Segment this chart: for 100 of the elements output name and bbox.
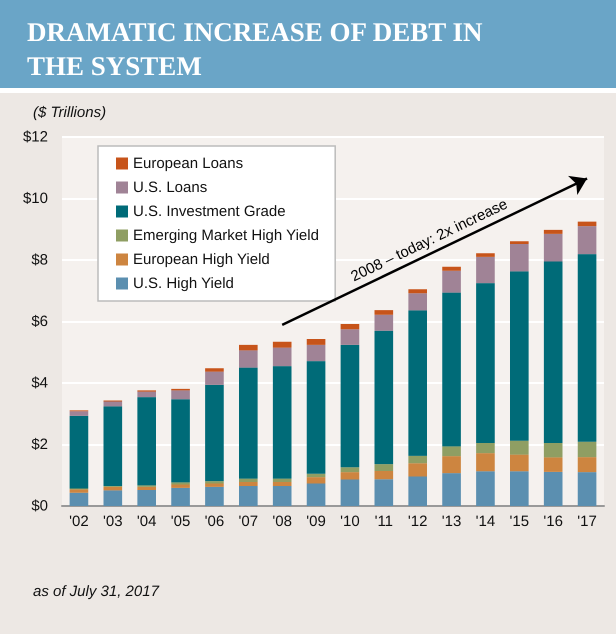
bar xyxy=(442,473,461,506)
bar xyxy=(272,482,292,486)
bar xyxy=(544,457,563,472)
y-tick-label: $6 xyxy=(31,313,48,330)
bar xyxy=(103,490,122,506)
bar xyxy=(476,471,495,506)
bar xyxy=(171,390,190,400)
bar xyxy=(340,344,360,468)
bar xyxy=(238,482,258,486)
bar xyxy=(306,344,326,362)
x-tick-label: '17 xyxy=(577,513,597,530)
bar xyxy=(442,266,461,271)
x-tick-label: '10 xyxy=(340,513,360,530)
x-tick-label: '15 xyxy=(510,513,530,530)
bar xyxy=(374,470,394,480)
bar xyxy=(306,339,326,345)
bar xyxy=(306,361,326,474)
bar xyxy=(544,234,563,262)
x-tick-label: '04 xyxy=(136,513,156,530)
bar xyxy=(103,401,122,406)
bar xyxy=(205,484,224,487)
bar xyxy=(374,330,394,464)
bar xyxy=(238,486,258,506)
legend-label: U.S. Loans xyxy=(133,179,208,196)
bar xyxy=(137,397,156,486)
bar xyxy=(374,310,394,315)
bar xyxy=(578,226,596,254)
y-tick-label: $0 xyxy=(31,498,48,514)
bar xyxy=(340,480,360,506)
bar xyxy=(272,478,292,482)
bar xyxy=(238,350,258,368)
bar xyxy=(70,489,88,493)
bar xyxy=(578,457,596,472)
bar xyxy=(340,472,360,480)
bar xyxy=(137,486,156,490)
bar xyxy=(408,289,428,294)
bar xyxy=(103,486,122,490)
bar xyxy=(408,310,428,456)
bar xyxy=(272,348,292,366)
bar xyxy=(70,492,88,506)
bar xyxy=(340,324,360,330)
x-tick-label: '13 xyxy=(442,513,462,530)
x-tick-label: '08 xyxy=(272,513,292,530)
y-axis-title: ($ Trillions) xyxy=(33,104,106,121)
bar xyxy=(442,446,461,456)
bar xyxy=(510,241,529,244)
bar xyxy=(408,293,428,310)
legend-label: European High Yield xyxy=(133,251,270,268)
legend-label: U.S. High Yield xyxy=(133,275,234,292)
bar xyxy=(205,481,224,484)
bar xyxy=(544,472,563,506)
text: as of July 31, 2017 xyxy=(33,583,160,600)
bar xyxy=(442,456,461,474)
bar xyxy=(476,453,495,472)
bar xyxy=(476,283,495,443)
x-tick-label: '12 xyxy=(408,513,428,530)
bar xyxy=(171,399,190,482)
legend-label: European Loans xyxy=(133,155,244,172)
bar xyxy=(272,342,292,348)
bar xyxy=(137,490,156,506)
bar xyxy=(408,463,428,476)
bar xyxy=(476,253,495,257)
bar xyxy=(578,472,596,506)
bar xyxy=(238,478,258,482)
bar xyxy=(272,366,292,479)
x-tick-label: '06 xyxy=(204,513,224,530)
legend-label: U.S. Investment Grade xyxy=(133,203,286,220)
x-tick-label: '14 xyxy=(476,513,496,530)
bar xyxy=(510,271,529,441)
bar xyxy=(544,262,563,443)
bar xyxy=(340,467,360,472)
bar xyxy=(510,440,529,455)
bar xyxy=(510,471,529,506)
bar xyxy=(171,484,190,488)
bar xyxy=(70,416,88,488)
bar xyxy=(578,222,596,226)
bar xyxy=(171,488,190,506)
x-tick-label: '03 xyxy=(103,513,123,530)
bar xyxy=(306,474,326,478)
x-tick-label: '02 xyxy=(69,513,89,530)
bar xyxy=(408,456,428,464)
bar xyxy=(205,372,224,385)
bar xyxy=(476,442,495,454)
bar xyxy=(442,270,461,293)
bar xyxy=(137,392,156,398)
bar xyxy=(442,292,461,446)
legend-label: Emerging Market High Yield xyxy=(133,227,319,244)
bar xyxy=(374,479,394,506)
bar xyxy=(374,314,394,331)
y-tick-label: $2 xyxy=(31,436,48,453)
bar xyxy=(205,384,224,482)
bar xyxy=(544,442,563,458)
x-tick-label: '09 xyxy=(306,513,326,530)
bar xyxy=(510,454,529,472)
bar xyxy=(272,486,292,506)
bar xyxy=(205,368,224,372)
y-tick-label: $4 xyxy=(31,374,48,392)
bar xyxy=(103,406,122,486)
x-tick-label: '05 xyxy=(170,513,190,530)
y-tick-label: $8 xyxy=(31,252,48,268)
